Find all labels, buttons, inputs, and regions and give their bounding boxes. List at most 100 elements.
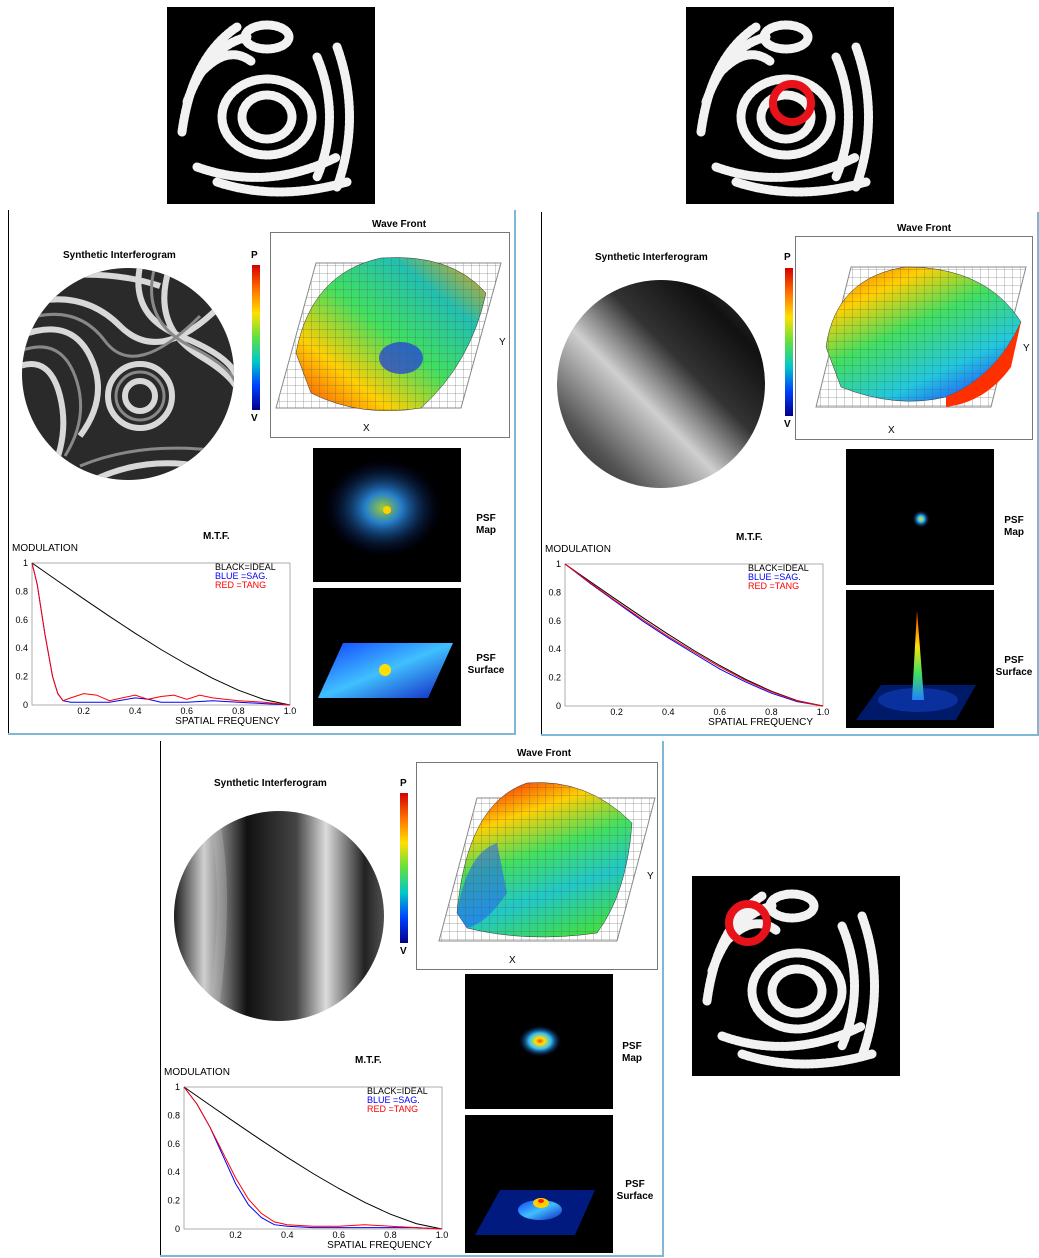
mtf-title: M.T.F. xyxy=(355,1055,382,1066)
analysis-panel-1: Synthetic Interferogram xyxy=(8,210,516,735)
psf-map-label: PSF Map xyxy=(622,1041,642,1064)
mtf-legend-entry: BLUE =SAG. xyxy=(748,572,801,582)
highlight-circle xyxy=(725,900,771,946)
mtf-x-tick: 1.0 xyxy=(817,707,830,717)
wavefront-axis-y: Y xyxy=(499,337,506,348)
mtf-y-tick: 0.8 xyxy=(167,1110,180,1120)
psf-surface-image xyxy=(465,1115,613,1253)
mtf-title: M.T.F. xyxy=(203,531,230,542)
mtf-series-ideal xyxy=(183,1086,443,1230)
mtf-legend-entry: BLUE =SAG. xyxy=(367,1095,420,1105)
mtf-x-tick: 0.2 xyxy=(610,707,623,717)
mtf-xlabel: SPATIAL FREQUENCY xyxy=(175,716,280,727)
mtf-series-tang xyxy=(564,563,824,707)
psf-map-label: PSF Map xyxy=(476,513,496,536)
mtf-x-tick: 0.6 xyxy=(333,1230,346,1240)
mtf-y-tick: 0.6 xyxy=(15,615,28,625)
wavefront-axis-x: X xyxy=(888,425,895,436)
mtf-svg: MODULATION 0 0.2 0.4 0.6 0.8 1 0.2 0.4 0.6 0.8 1.0 S… xyxy=(12,543,296,727)
color-scale-bar xyxy=(785,268,793,416)
mtf-x-tick: 0.6 xyxy=(714,707,727,717)
mtf-y-tick: 0.6 xyxy=(167,1139,180,1149)
synthetic-interferogram xyxy=(20,266,236,482)
mtf-svg: MODULATION 0 0.2 0.4 0.6 0.8 1 0.2 0.4 0.6 0.8 1.0 S… xyxy=(164,1067,449,1251)
mtf-title: M.T.F. xyxy=(736,532,763,543)
mtf-legend-entry: RED =TANG xyxy=(748,581,799,591)
mtf-series-ideal xyxy=(564,563,824,707)
synthetic-interferogram-title: Synthetic Interferogram xyxy=(63,250,176,261)
mtf-xlabel: SPATIAL FREQUENCY xyxy=(708,717,813,728)
mtf-y-tick: 0.6 xyxy=(548,616,561,626)
synthetic-interferogram xyxy=(555,278,767,490)
scale-peak-label: P xyxy=(251,250,258,261)
mtf-ylabel: MODULATION xyxy=(164,1067,230,1078)
mtf-legend-entry: BLACK=IDEAL xyxy=(215,562,276,572)
color-scale-bar xyxy=(252,265,260,410)
mtf-y-tick: 0 xyxy=(556,701,561,711)
highlight-circle xyxy=(769,80,815,126)
scale-valley-label: V xyxy=(784,419,791,430)
wavefront-plot: X Y xyxy=(795,236,1033,440)
synthetic-interferogram-title: Synthetic Interferogram xyxy=(595,252,708,263)
mtf-chart: MODULATION 0 0.2 0.4 0.6 0.8 1 0.2 0.4 0.6 0.8 1.0 S… xyxy=(10,543,310,729)
mtf-y-tick: 1 xyxy=(556,559,561,569)
mtf-legend-entry: BLUE =SAG. xyxy=(215,571,268,581)
mtf-y-tick: 0.4 xyxy=(167,1167,180,1177)
psf-map-label: PSF Map xyxy=(1004,515,1024,538)
wavefront-axis-x: X xyxy=(509,955,516,966)
wavefront-plot: X Y xyxy=(416,762,658,970)
mtf-series-sag xyxy=(564,563,824,707)
mtf-series-tang xyxy=(31,562,291,706)
mtf-series-ideal xyxy=(31,562,291,706)
wavefront-plot: X Y xyxy=(270,232,510,438)
mtf-x-tick: 0.8 xyxy=(384,1230,397,1240)
speckle-interferogram-2 xyxy=(686,7,894,204)
mtf-y-tick: 0.8 xyxy=(548,587,561,597)
mtf-chart: MODULATION 0 0.2 0.4 0.6 0.8 1 0.2 0.4 0.6 0.8 1.0 S… xyxy=(543,544,843,730)
psf-map-image xyxy=(465,974,613,1109)
mtf-x-tick: 0.8 xyxy=(232,706,245,716)
mtf-legend-entry: BLACK=IDEAL xyxy=(748,563,809,573)
psf-map-image xyxy=(313,448,461,582)
mtf-y-tick: 0 xyxy=(175,1224,180,1234)
psf-surface-label: PSF Surface xyxy=(616,1179,654,1202)
mtf-svg: MODULATION 0 0.2 0.4 0.6 0.8 1 0.2 0.4 0.6 0.8 1.0 S… xyxy=(545,544,830,728)
psf-surface-image xyxy=(846,590,994,728)
psf-map-image xyxy=(846,449,994,585)
mtf-y-tick: 0.8 xyxy=(15,586,28,596)
synthetic-interferogram-title: Synthetic Interferogram xyxy=(214,778,327,789)
speckle-interferogram-3 xyxy=(692,876,900,1076)
mtf-x-tick: 1.0 xyxy=(436,1230,449,1240)
mtf-y-tick: 0.4 xyxy=(548,644,561,654)
mtf-x-tick: 0.2 xyxy=(229,1230,242,1240)
mtf-x-tick: 0.8 xyxy=(765,707,778,717)
mtf-x-tick: 0.2 xyxy=(77,706,90,716)
wavefront-title: Wave Front xyxy=(517,748,572,759)
scale-valley-label: V xyxy=(251,413,258,424)
analysis-panel-2: Synthetic Interferogram P V Wave Front xyxy=(541,212,1039,736)
mtf-legend-entry: BLACK=IDEAL xyxy=(367,1086,428,1096)
speckle-interferogram-1 xyxy=(167,7,375,204)
mtf-y-tick: 0.2 xyxy=(167,1196,180,1206)
mtf-y-tick: 1 xyxy=(175,1082,180,1092)
mtf-y-tick: 0.4 xyxy=(15,643,28,653)
mtf-series-tang xyxy=(183,1086,443,1230)
analysis-panel-3: Synthetic Interferogram P V Wave Front xyxy=(160,741,664,1257)
wavefront-axis-y: Y xyxy=(1023,343,1030,354)
wavefront-title: Wave Front xyxy=(372,219,427,230)
scale-peak-label: P xyxy=(784,252,791,263)
mtf-x-tick: 0.6 xyxy=(181,706,194,716)
mtf-legend-entry: RED =TANG xyxy=(367,1104,418,1114)
mtf-plot-area xyxy=(31,562,291,706)
wavefront-axis-x: X xyxy=(363,423,370,434)
mtf-x-tick: 0.4 xyxy=(281,1230,294,1240)
mtf-y-tick: 1 xyxy=(23,558,28,568)
mtf-y-tick: 0.2 xyxy=(15,672,28,682)
mtf-xlabel: SPATIAL FREQUENCY xyxy=(327,1240,432,1251)
mtf-plot-area xyxy=(183,1086,443,1230)
psf-surface-image xyxy=(313,588,461,726)
wavefront-axis-y: Y xyxy=(647,871,654,882)
mtf-chart: MODULATION 0 0.2 0.4 0.6 0.8 1 0.2 0.4 0.6 0.8 1.0 S… xyxy=(162,1067,462,1253)
scale-peak-label: P xyxy=(400,778,407,789)
mtf-x-tick: 0.4 xyxy=(662,707,675,717)
